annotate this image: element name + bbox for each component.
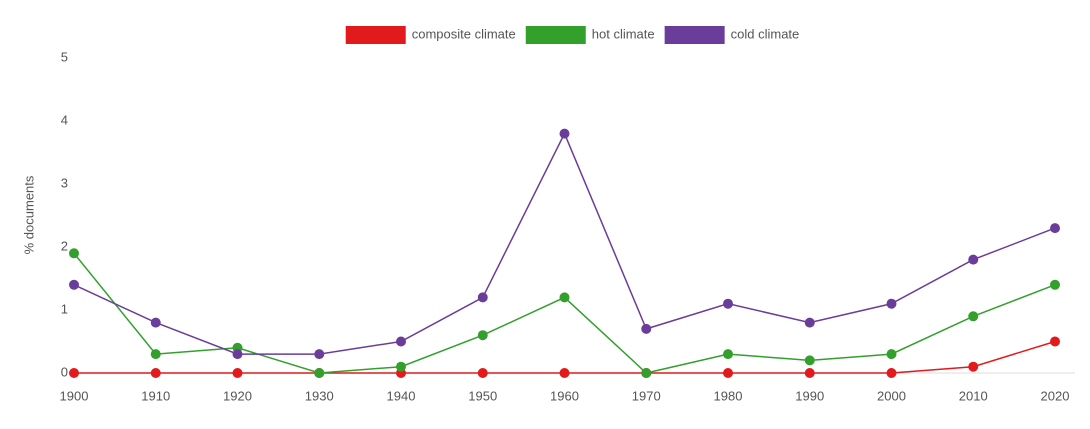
x-tick-label: 2010 [959, 388, 988, 403]
point [968, 311, 979, 322]
y-tick-label: 3 [61, 175, 68, 190]
point [886, 368, 897, 378]
point [804, 355, 815, 366]
x-tick-label: 1960 [550, 388, 579, 403]
point [396, 361, 406, 372]
point [150, 368, 161, 378]
x-tick-label: 1910 [141, 388, 170, 403]
legend-label: hot climate [592, 26, 655, 41]
point [886, 298, 897, 309]
point [804, 317, 815, 328]
x-tick-label: 1940 [387, 388, 416, 403]
line [73, 131, 1056, 355]
point [150, 349, 161, 360]
point [1050, 336, 1060, 347]
x-tick-label: 1950 [468, 388, 497, 403]
point [1050, 223, 1060, 234]
point [477, 330, 488, 341]
x-tick-label: 1970 [632, 388, 661, 403]
point [559, 292, 570, 303]
x-tick-label: 1930 [305, 388, 334, 403]
legend-swatch [525, 26, 586, 44]
point [968, 254, 979, 265]
x-tick-label: 1920 [223, 388, 252, 403]
point [641, 368, 652, 378]
x-tick-label: 2020 [1041, 388, 1070, 403]
point [559, 368, 570, 378]
legend-label: composite climate [412, 26, 516, 41]
y-tick-label: 4 [61, 112, 68, 127]
point [396, 336, 406, 347]
point [150, 317, 161, 328]
point [69, 368, 79, 378]
point [1050, 279, 1060, 290]
x-tick-label: 1900 [60, 388, 89, 403]
y-tick-label: 0 [61, 364, 68, 379]
legend-swatch [345, 26, 406, 44]
x-tick-label: 2000 [877, 388, 906, 403]
point [723, 298, 733, 309]
legend-swatch [664, 26, 725, 44]
point [723, 349, 733, 360]
point [314, 368, 325, 378]
legend-label: cold climate [731, 26, 800, 41]
x-tick-label: 1980 [714, 388, 743, 403]
y-axis-label: % documents [21, 175, 36, 254]
x-tick-label: 1990 [795, 388, 824, 403]
point [723, 368, 733, 378]
line [73, 252, 1056, 374]
point [477, 368, 488, 378]
point [641, 323, 652, 334]
point [968, 361, 979, 372]
point [232, 368, 243, 378]
point [69, 248, 79, 259]
point [69, 279, 79, 290]
y-tick-label: 5 [61, 49, 68, 64]
point [804, 368, 815, 378]
point [559, 128, 570, 139]
y-tick-label: 2 [61, 238, 68, 253]
point [477, 292, 488, 303]
point [886, 349, 897, 360]
point [314, 349, 325, 360]
point [232, 349, 243, 360]
y-tick-label: 1 [61, 301, 68, 316]
